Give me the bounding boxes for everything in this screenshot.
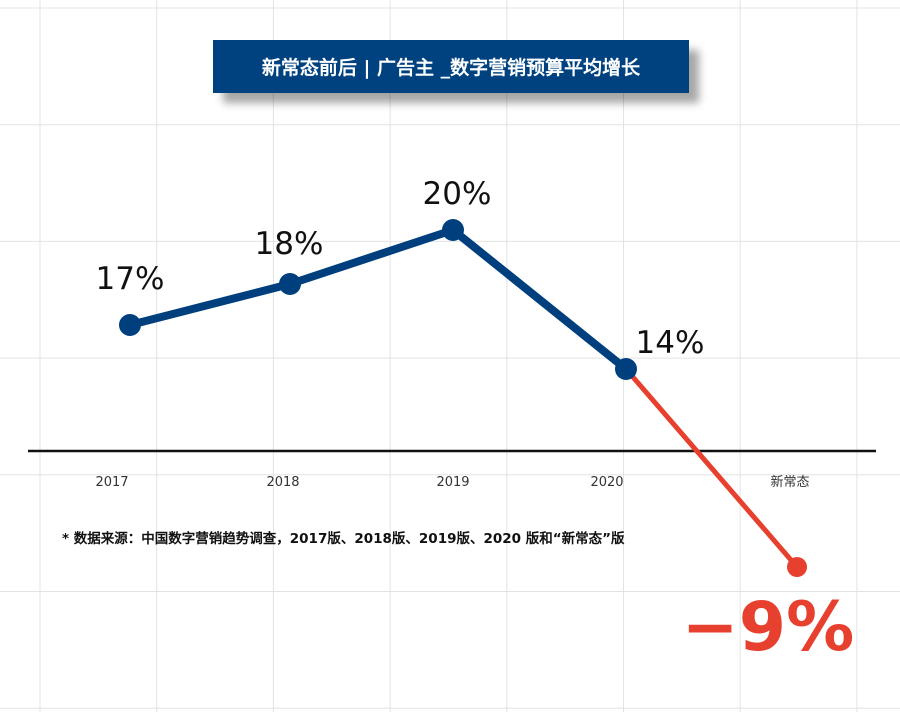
- data-label: 20%: [423, 176, 492, 212]
- data-label: 17%: [96, 261, 165, 297]
- x-tick-label: 2020: [590, 475, 623, 490]
- x-tick-label: 2019: [436, 475, 469, 490]
- data-label: 14%: [636, 325, 705, 361]
- source-note: * 数据来源：中国数字营销趋势调查，2017版、2018版、2019版、2020…: [62, 531, 625, 547]
- data-point: [119, 314, 141, 336]
- data-point: [787, 557, 807, 577]
- data-point: [615, 358, 637, 380]
- data-label: −9%: [682, 588, 854, 667]
- chart-title: 新常态前后 | 广告主 _数字营销预算平均增长: [213, 40, 689, 93]
- data-point: [442, 219, 464, 241]
- data-label: 18%: [255, 226, 324, 262]
- series-line: [129, 226, 629, 373]
- series-line-negative: [624, 367, 799, 569]
- data-point: [279, 273, 301, 295]
- x-tick-label: 2018: [266, 475, 299, 490]
- x-tick-label: 2017: [95, 475, 128, 490]
- x-tick-label: 新常态: [770, 474, 809, 490]
